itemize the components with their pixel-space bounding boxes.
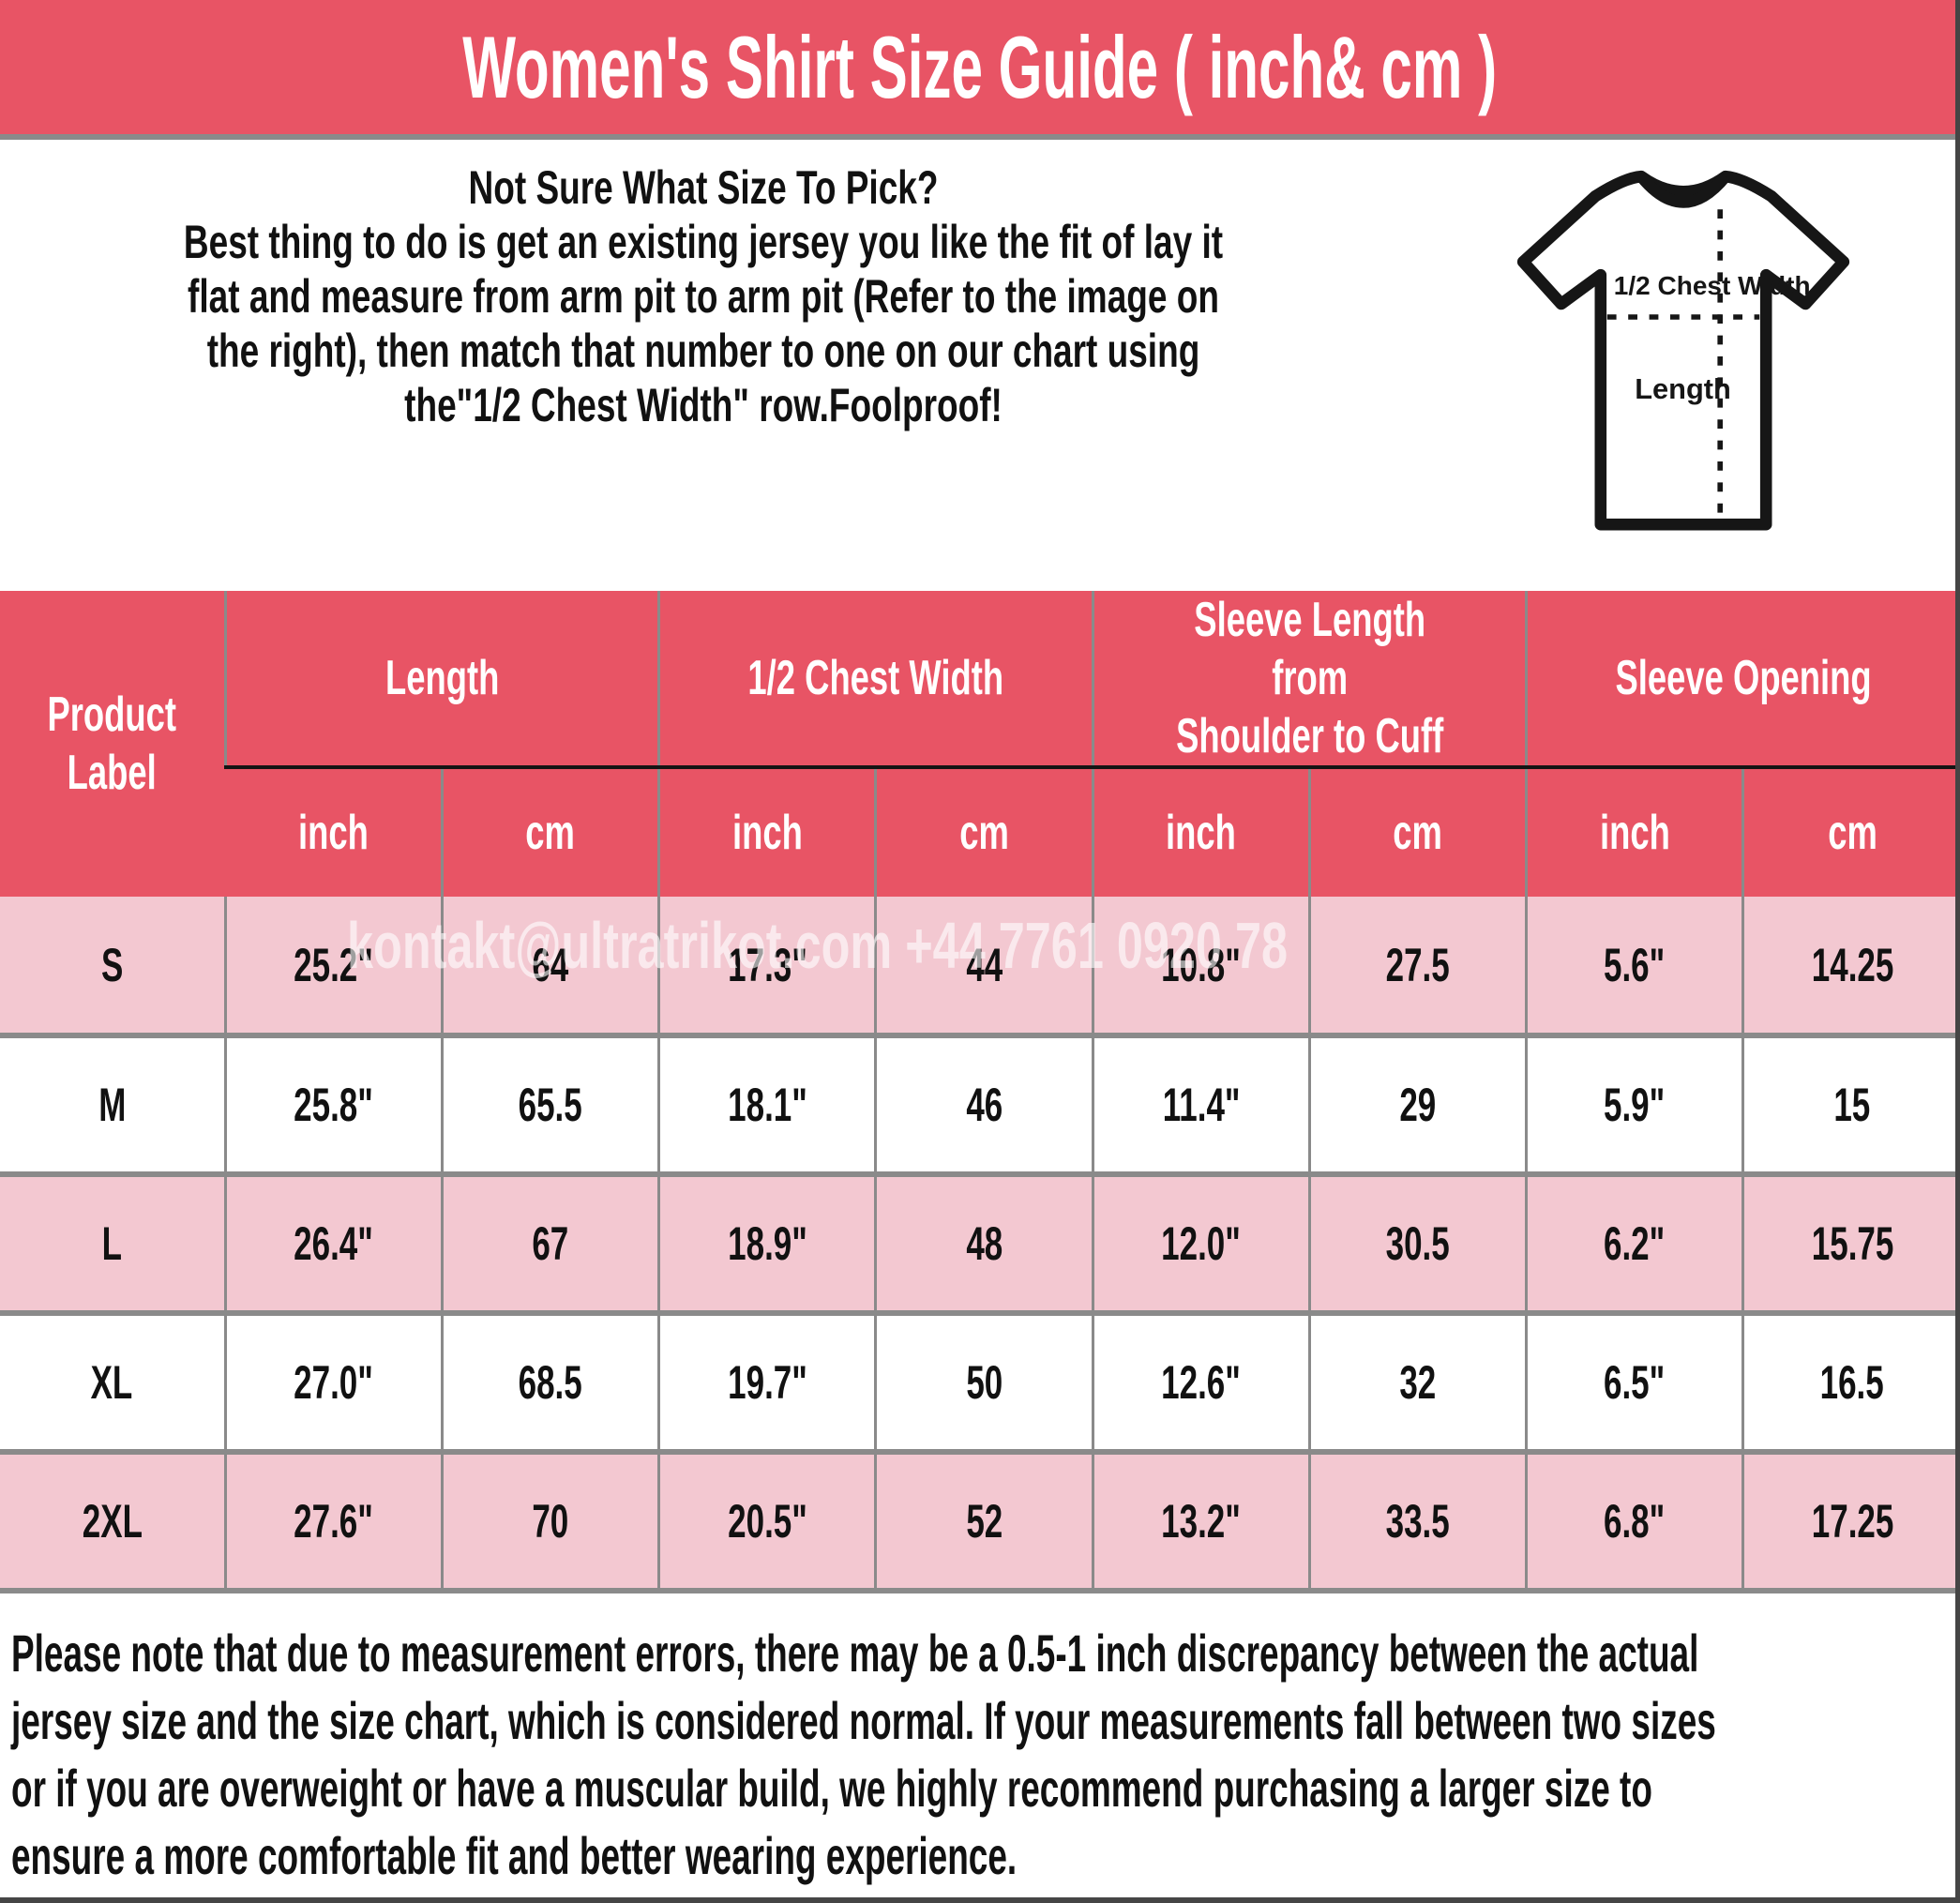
footer-section: Please note that due to measurement erro… — [0, 1593, 1960, 1890]
table-row-xl: XL 27.0" 68.5 19.7" 50 12.6" 32 6.5" 16.… — [0, 1313, 1960, 1455]
size-cell: 12.6" — [1091, 1313, 1310, 1455]
size-cell: 25.8" — [223, 1035, 443, 1177]
chest-width-label: 1/2 Chest Width — [1614, 271, 1811, 300]
image-right-edge — [1955, 0, 1960, 1903]
size-cell: 64 — [440, 897, 659, 1038]
table-row-m: M 25.8" 65.5 18.1" 46 11.4" 29 5.9" 15 — [0, 1035, 1960, 1177]
table-row-2xl: 2XL 27.6" 70 20.5" 52 13.2" 33.5 6.8" 17… — [0, 1452, 1960, 1593]
intro-section: Not Sure What Size To Pick? Best thing t… — [0, 140, 1960, 591]
size-cell: 50 — [874, 1313, 1093, 1455]
unit-header: cm — [1307, 765, 1527, 897]
unit-header: inch — [1091, 765, 1310, 897]
size-cell: 46 — [874, 1035, 1093, 1177]
intro-body: Best thing to do is get an existing jers… — [183, 216, 1224, 431]
intro-text-block: Not Sure What Size To Pick? Best thing t… — [0, 140, 1407, 591]
size-cell: 15 — [1741, 1035, 1960, 1177]
size-cell: 15.75 — [1741, 1174, 1960, 1316]
size-cell: 48 — [874, 1174, 1093, 1316]
row-label: S — [0, 897, 226, 1038]
size-cell: 18.9" — [657, 1174, 876, 1316]
size-cell: 20.5" — [657, 1452, 876, 1593]
size-cell: 17.3" — [657, 897, 876, 1038]
size-cell: 6.8" — [1524, 1452, 1743, 1593]
size-cell: 30.5 — [1307, 1174, 1527, 1316]
size-cell: 65.5 — [440, 1035, 659, 1177]
length-label: Length — [1635, 372, 1731, 405]
table-row-s: S 25.2" 64 17.3" 44 10.8" 27.5 5.6" 14.2… — [0, 897, 1960, 1038]
size-cell: 19.7" — [657, 1313, 876, 1455]
size-table: Product Label Length 1/2 Chest Width Sle… — [0, 591, 1960, 1593]
size-cell: 5.6" — [1524, 897, 1743, 1038]
size-cell: 33.5 — [1307, 1452, 1527, 1593]
size-cell: 11.4" — [1091, 1035, 1310, 1177]
column-header-length: Length — [223, 591, 659, 767]
size-cell: 6.5" — [1524, 1313, 1743, 1455]
size-cell: 32 — [1307, 1313, 1527, 1455]
size-cell: 27.0" — [223, 1313, 443, 1455]
size-cell: 25.2" — [223, 897, 443, 1038]
column-header-chest-width: 1/2 Chest Width — [657, 591, 1093, 767]
unit-header: cm — [1741, 765, 1960, 897]
table-unit-row: inch cm inch cm inch cm inch cm — [0, 765, 1960, 897]
size-cell: 13.2" — [1091, 1452, 1310, 1593]
size-cell: 27.5 — [1307, 897, 1527, 1038]
size-cell: 16.5 — [1741, 1313, 1960, 1455]
size-cell: 6.2" — [1524, 1174, 1743, 1316]
shirt-diagram: 1/2 Chest Width Length — [1407, 140, 1960, 591]
size-cell: 27.6" — [223, 1452, 443, 1593]
intro-heading: Not Sure What Size To Pick? — [468, 161, 939, 214]
row-label: 2XL — [0, 1452, 226, 1593]
size-cell: 67 — [440, 1174, 659, 1316]
size-cell: 44 — [874, 897, 1093, 1038]
title-banner: Women's Shirt Size Guide ( inch& cm ) — [0, 0, 1960, 140]
row-label: XL — [0, 1313, 226, 1455]
tshirt-measurement-icon: 1/2 Chest Width Length — [1516, 170, 1850, 531]
size-cell: 29 — [1307, 1035, 1527, 1177]
unit-header: inch — [1524, 765, 1743, 897]
column-header-sleeve-length: Sleeve Length from Shoulder to Cuff — [1091, 591, 1527, 767]
unit-header: cm — [440, 765, 659, 897]
column-header-sleeve-opening: Sleeve Opening — [1524, 591, 1960, 767]
size-cell: 10.8" — [1091, 897, 1310, 1038]
size-cell: 26.4" — [223, 1174, 443, 1316]
row-label: M — [0, 1035, 226, 1177]
column-header-product-label: Product Label — [0, 591, 226, 897]
size-cell: 68.5 — [440, 1313, 659, 1455]
unit-header: inch — [225, 765, 443, 897]
image-bottom-edge — [0, 1897, 1960, 1903]
size-cell: 18.1" — [657, 1035, 876, 1177]
footer-note: Please note that due to measurement erro… — [11, 1624, 1716, 1885]
size-cell: 52 — [874, 1452, 1093, 1593]
row-label: L — [0, 1174, 226, 1316]
size-cell: 70 — [440, 1452, 659, 1593]
page-title: Women's Shirt Size Guide ( inch& cm ) — [462, 17, 1498, 116]
size-cell: 5.9" — [1524, 1035, 1743, 1177]
unit-header: cm — [874, 765, 1093, 897]
size-cell: 12.0" — [1091, 1174, 1310, 1316]
size-cell: 17.25 — [1741, 1452, 1960, 1593]
unit-header: inch — [657, 765, 876, 897]
table-header-row: Product Label Length 1/2 Chest Width Sle… — [0, 591, 1960, 897]
size-cell: 14.25 — [1741, 897, 1960, 1038]
table-row-l: L 26.4" 67 18.9" 48 12.0" 30.5 6.2" 15.7… — [0, 1174, 1960, 1316]
